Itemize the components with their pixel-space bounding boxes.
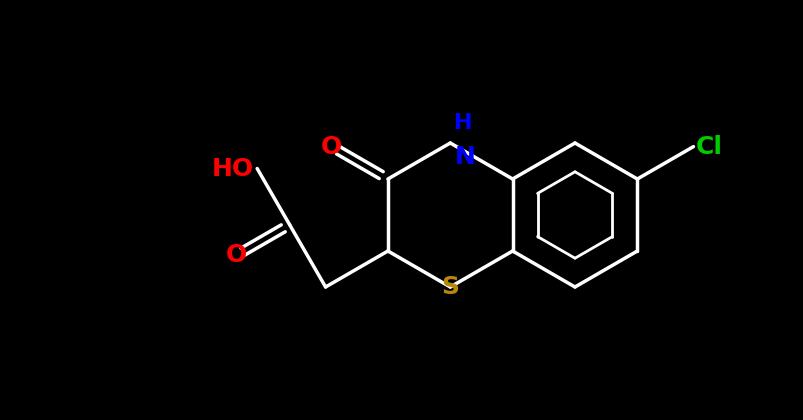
Text: HO: HO xyxy=(212,157,254,181)
Text: O: O xyxy=(226,243,247,267)
Text: S: S xyxy=(441,275,459,299)
Text: Cl: Cl xyxy=(695,134,722,159)
Text: O: O xyxy=(320,134,342,159)
Text: N: N xyxy=(454,145,475,169)
Text: H: H xyxy=(454,113,472,133)
